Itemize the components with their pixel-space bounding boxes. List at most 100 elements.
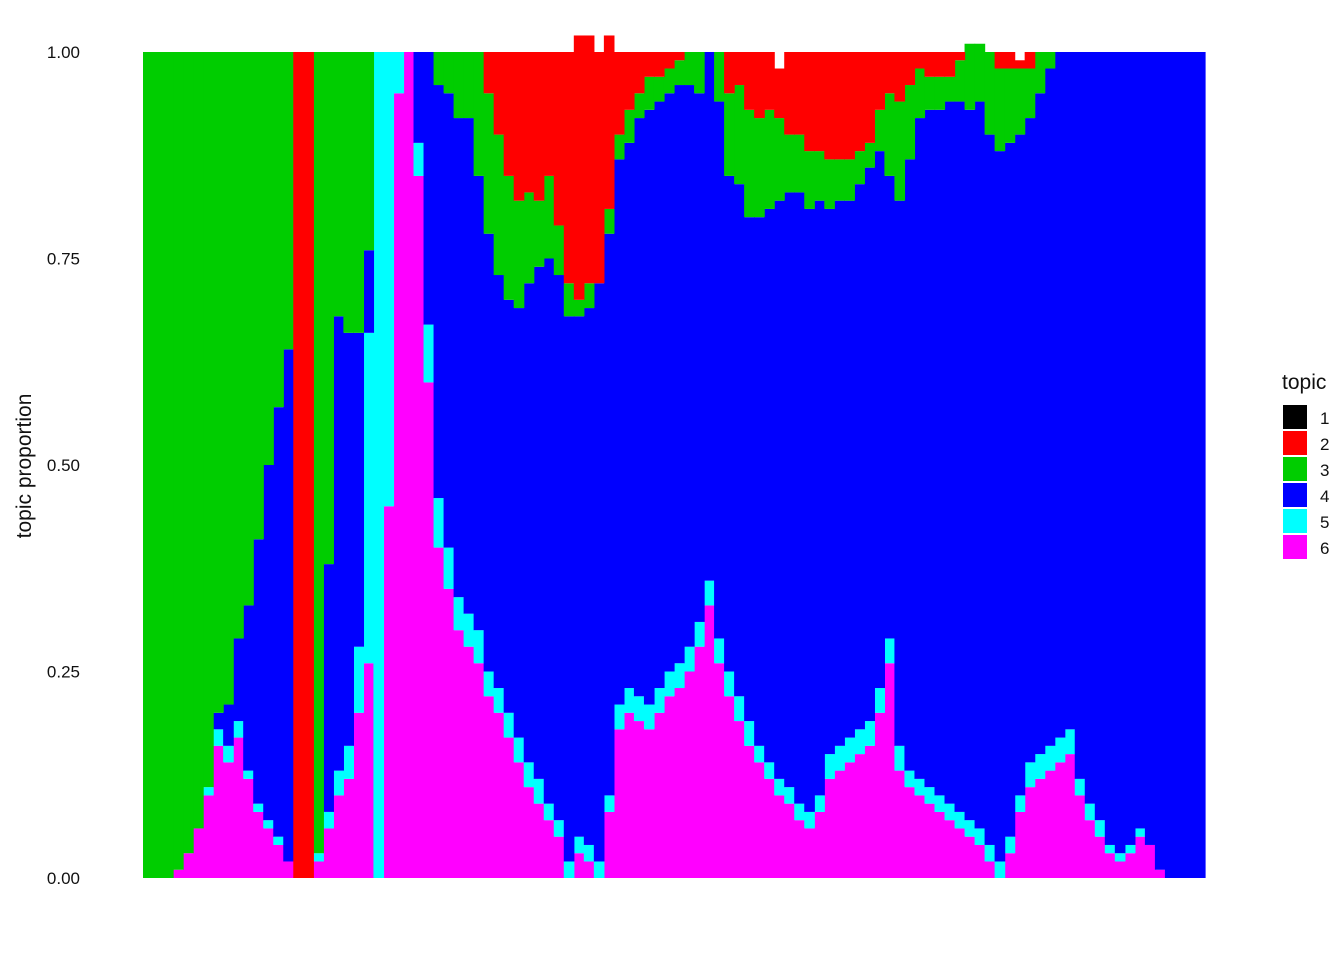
series-6-segment: [1124, 853, 1136, 878]
series-3-segment: [824, 159, 835, 209]
series-4-segment: [1154, 52, 1166, 870]
series-2-segment: [834, 52, 845, 160]
series-4-segment: [663, 93, 675, 672]
series-3-segment: [794, 134, 805, 193]
series-6-segment: [603, 811, 615, 878]
series-4-segment: [874, 151, 885, 689]
series-3-segment: [964, 43, 976, 110]
series-6-segment: [1044, 770, 1056, 878]
series-6-segment: [253, 811, 264, 878]
series-4-segment: [964, 109, 976, 821]
series-5-segment: [864, 721, 875, 746]
series-3-segment: [213, 52, 224, 713]
series-6-segment: [1144, 844, 1156, 878]
series-2-segment: [764, 52, 775, 110]
series-5-segment: [854, 729, 865, 755]
series-6-segment: [694, 646, 705, 878]
series-5-segment: [1014, 795, 1026, 812]
series-4-segment: [1194, 52, 1206, 878]
series-2-segment: [643, 52, 655, 77]
series-3-segment: [804, 151, 815, 209]
series-3-segment: [643, 76, 655, 110]
series-3-segment: [834, 159, 845, 201]
series-5-segment: [974, 828, 986, 845]
series-2-segment: [814, 52, 825, 152]
series-5-segment: [954, 811, 966, 829]
series-5-segment: [353, 646, 365, 713]
series-6-segment: [413, 175, 425, 878]
series-6-segment: [423, 382, 435, 878]
series-4-segment: [674, 85, 685, 664]
series-3-segment: [203, 52, 214, 788]
series-5-segment: [473, 630, 485, 664]
series-2-segment: [954, 52, 966, 61]
y-tick-label: 0.00: [47, 869, 80, 888]
series-6-segment: [223, 762, 234, 878]
series-5-segment: [463, 613, 475, 647]
series-4-segment: [273, 407, 284, 837]
series-5-segment: [724, 671, 735, 697]
series-4-segment: [884, 175, 896, 639]
series-3-segment: [764, 109, 775, 209]
series-6-segment: [944, 820, 956, 878]
series-4-segment: [854, 184, 865, 730]
series-6-segment: [243, 778, 254, 878]
series-5-segment: [1124, 844, 1136, 854]
legend-label-5: 5: [1320, 513, 1329, 532]
series-2-segment: [583, 35, 595, 284]
series-4-segment: [804, 208, 815, 812]
series-4-segment: [954, 101, 966, 812]
series-2-segment: [934, 52, 946, 77]
series-3-segment: [904, 85, 916, 160]
series-6-segment: [894, 770, 906, 878]
series-3-segment: [674, 60, 685, 86]
series-3-segment: [663, 68, 675, 94]
y-axis-title: topic proportion: [13, 394, 36, 539]
series-5-segment: [583, 844, 595, 862]
series-4-segment: [513, 308, 525, 738]
legend-swatch-4: [1283, 483, 1307, 507]
series-4-segment: [684, 85, 695, 647]
series-5-segment: [694, 621, 705, 647]
series-3-segment: [463, 52, 475, 119]
series-6-segment: [804, 828, 815, 878]
series-3-segment: [283, 52, 294, 350]
series-3-segment: [253, 52, 264, 540]
series-4-segment: [1014, 134, 1026, 796]
series-3-segment: [1024, 68, 1036, 119]
series-4-segment: [924, 109, 936, 788]
series-5-segment: [904, 770, 916, 788]
series-3-segment: [513, 200, 525, 309]
series-2-segment: [744, 52, 755, 110]
series-3-segment: [583, 283, 595, 309]
series-5-segment: [1094, 820, 1106, 837]
series-3-segment: [143, 52, 154, 878]
series-3-segment: [603, 208, 615, 234]
series-4-segment: [423, 52, 435, 325]
series-3-segment: [533, 200, 545, 267]
series-6-segment: [333, 795, 344, 878]
series-3-segment: [163, 52, 174, 878]
series-6-segment: [1104, 853, 1116, 878]
series-4-segment: [593, 283, 605, 862]
series-2-segment: [493, 52, 505, 135]
y-tick-label: 0.50: [47, 456, 80, 475]
series-3-segment: [864, 142, 875, 168]
series-6-segment: [844, 762, 855, 878]
series-5-segment: [1104, 844, 1116, 854]
series-3-segment: [153, 52, 164, 878]
series-5-segment: [323, 811, 334, 829]
series-5-segment: [944, 803, 956, 821]
series-5-segment: [764, 762, 775, 779]
series-4-segment: [553, 275, 565, 821]
series-2-segment: [754, 52, 765, 119]
series-5-segment: [563, 861, 575, 878]
series-6-segment: [1094, 836, 1106, 878]
series-5-segment: [553, 820, 565, 837]
series-6-segment: [453, 630, 465, 878]
series-5-segment: [233, 721, 244, 738]
series-6-segment: [734, 721, 745, 878]
series-6-segment: [663, 696, 675, 878]
series-6-segment: [363, 663, 375, 878]
series-6-segment: [573, 853, 585, 878]
